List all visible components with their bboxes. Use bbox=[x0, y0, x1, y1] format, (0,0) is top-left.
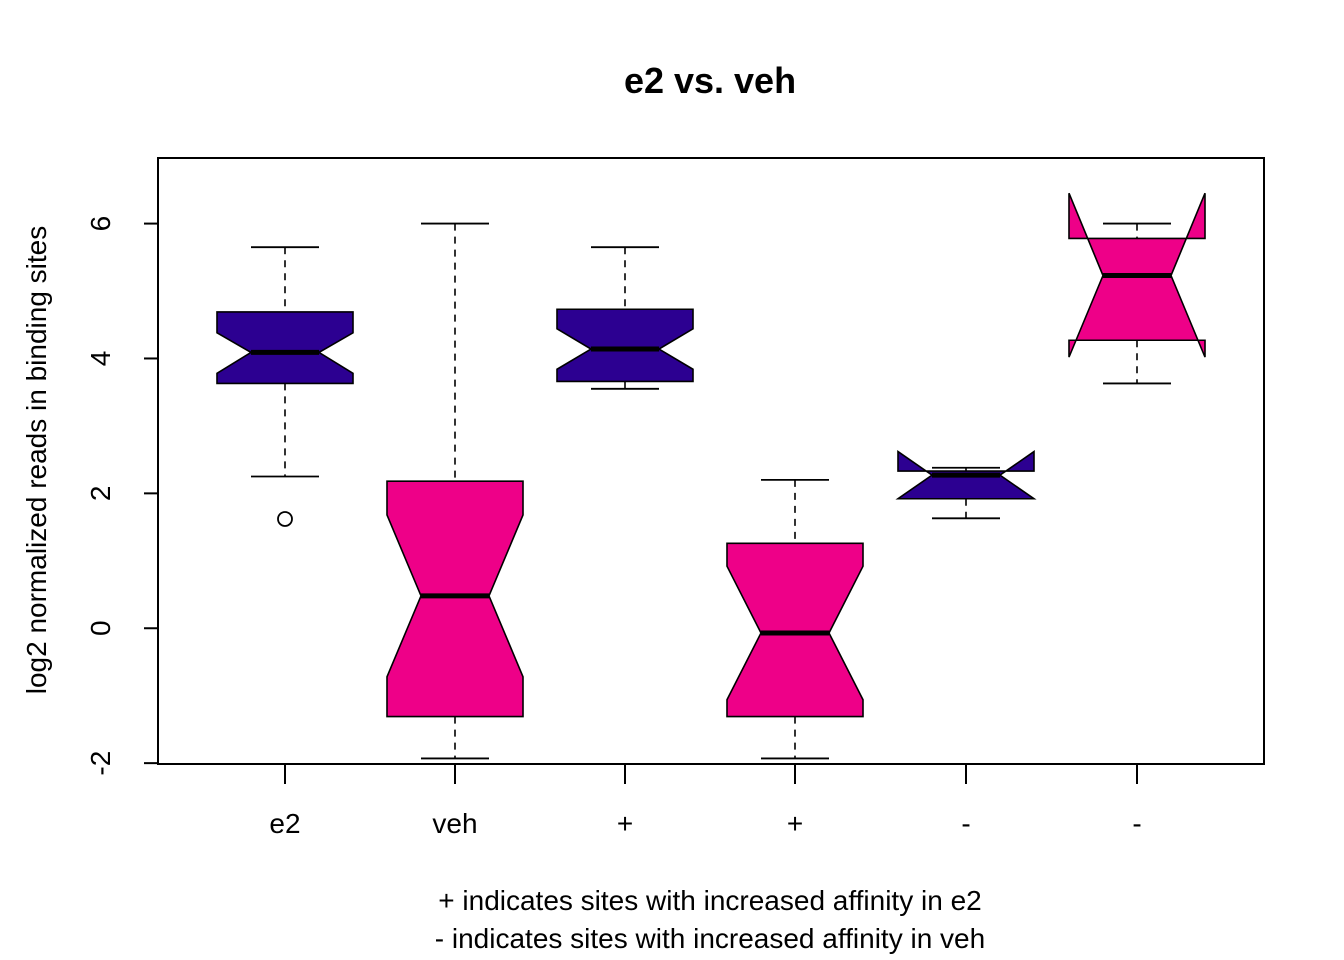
y-axis: -2 0 2 4 6 bbox=[85, 216, 159, 776]
box-body bbox=[386, 480, 524, 718]
box-body bbox=[726, 542, 864, 718]
x-axis-label-line-2: - indicates sites with increased affinit… bbox=[435, 923, 985, 954]
chart-title: e2 vs. veh bbox=[624, 60, 796, 101]
x-axis: e2 veh + + - - bbox=[269, 763, 1142, 839]
x-tick-label: + bbox=[617, 808, 633, 839]
box-4 bbox=[726, 478, 864, 760]
x-tick-label: - bbox=[961, 808, 970, 839]
y-axis-label: log2 normalized reads in binding sites bbox=[21, 226, 52, 695]
x-tick-label: veh bbox=[432, 808, 477, 839]
box-3 bbox=[556, 246, 694, 390]
outlier-point bbox=[277, 511, 293, 527]
box-1 bbox=[216, 246, 354, 527]
y-tick-label: 4 bbox=[85, 351, 116, 367]
y-tick-label: -2 bbox=[85, 751, 116, 776]
box-body bbox=[556, 308, 694, 383]
x-axis-label-line-1: + indicates sites with increased affinit… bbox=[438, 885, 981, 916]
y-tick-label: 0 bbox=[85, 620, 116, 636]
x-tick-label: e2 bbox=[269, 808, 300, 839]
y-tick-label: 2 bbox=[85, 486, 116, 502]
y-tick-label: 6 bbox=[85, 216, 116, 232]
box-6 bbox=[1068, 192, 1206, 385]
box-5 bbox=[895, 450, 1037, 520]
box-body bbox=[216, 311, 354, 385]
boxes bbox=[216, 192, 1206, 760]
box-2 bbox=[386, 222, 524, 760]
x-tick-label: + bbox=[787, 808, 803, 839]
x-tick-label: - bbox=[1132, 808, 1141, 839]
